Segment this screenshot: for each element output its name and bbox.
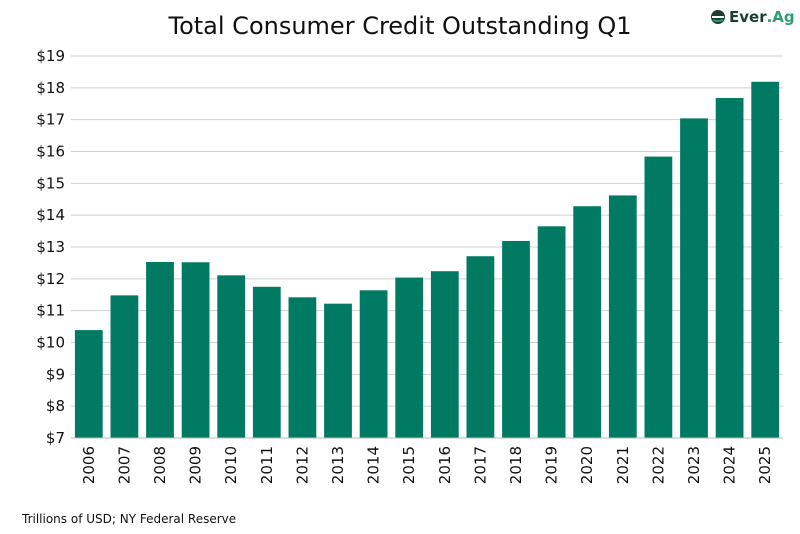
y-tick-label: $19 <box>36 47 65 65</box>
x-tick-label: 2023 <box>685 446 703 484</box>
x-tick-label: 2009 <box>187 446 205 484</box>
x-tick-label: 2021 <box>614 446 632 484</box>
y-tick-label: $17 <box>36 111 65 129</box>
y-tick-label: $8 <box>46 397 65 415</box>
bar-2024 <box>715 98 744 439</box>
bar-2014 <box>359 290 388 438</box>
bar-2009 <box>181 262 210 438</box>
logo-text-ever: Ever <box>729 8 767 26</box>
x-tick-label: 2019 <box>543 446 561 484</box>
bar-2016 <box>430 271 459 438</box>
x-tick-label: 2008 <box>151 446 169 484</box>
y-tick-label: $13 <box>36 238 65 256</box>
source-note: Trillions of USD; NY Federal Reserve <box>22 512 237 526</box>
x-tick-label: 2025 <box>756 446 774 484</box>
bar-2022 <box>644 156 673 439</box>
x-tick-label: 2010 <box>222 446 240 484</box>
x-tick-label: 2013 <box>329 446 347 484</box>
y-tick-label: $14 <box>36 206 65 224</box>
x-tick-label: 2022 <box>649 446 667 484</box>
chart-title: Total Consumer Credit Outstanding Q1 <box>168 12 632 40</box>
x-tick-label: 2024 <box>721 446 739 484</box>
x-tick-label: 2006 <box>80 446 98 484</box>
bar-2025 <box>751 81 780 438</box>
x-tick-label: 2020 <box>578 446 596 484</box>
y-tick-label: $10 <box>36 334 65 352</box>
bar-2013 <box>324 303 352 438</box>
bar-2019 <box>537 226 566 438</box>
bar-2011 <box>252 286 281 438</box>
everag-logo: Ever .Ag <box>710 8 795 26</box>
y-tick-label: $12 <box>36 270 65 288</box>
bar-2006 <box>74 330 103 438</box>
bar-2023 <box>680 118 708 438</box>
x-tick-label: 2011 <box>258 446 276 484</box>
x-tick-label: 2017 <box>471 446 489 484</box>
x-tick-label: 2014 <box>365 446 383 484</box>
bar-2012 <box>288 297 317 438</box>
bar-2020 <box>573 206 602 438</box>
x-tick-label: 2018 <box>507 446 525 484</box>
y-tick-label: $15 <box>36 174 65 192</box>
x-tick-label: 2015 <box>400 446 418 484</box>
y-tick-label: $18 <box>36 79 65 97</box>
bar-2015 <box>395 277 424 438</box>
y-tick-label: $16 <box>36 143 65 161</box>
everag-logo-icon <box>711 10 725 24</box>
bar-2018 <box>502 240 530 438</box>
bar-2017 <box>466 256 495 438</box>
bar-2007 <box>110 295 139 438</box>
bar-2021 <box>608 195 637 438</box>
x-tick-label: 2016 <box>436 446 454 484</box>
y-tick-label: $11 <box>36 302 65 320</box>
y-tick-label: $9 <box>46 365 65 383</box>
logo-text-ag: .Ag <box>766 8 795 26</box>
y-tick-label: $7 <box>46 429 65 447</box>
x-tick-label: 2007 <box>115 446 133 484</box>
bar-2010 <box>217 275 246 438</box>
bar-2008 <box>146 261 174 438</box>
x-tick-label: 2012 <box>293 446 311 484</box>
